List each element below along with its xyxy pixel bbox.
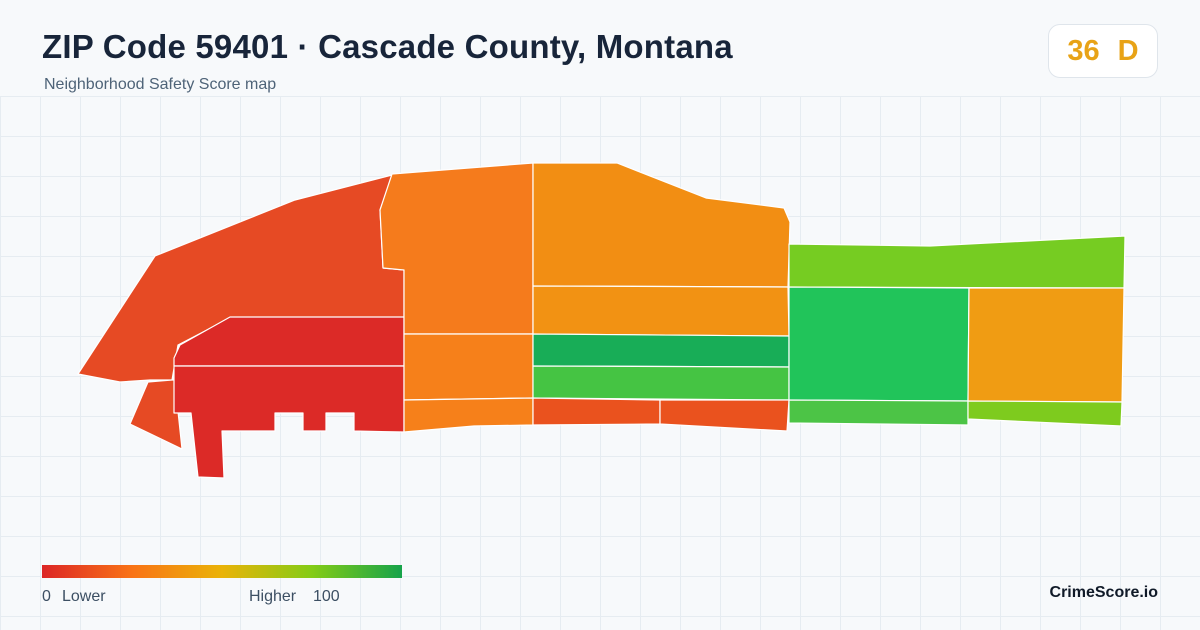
map-region-south-orange-red-b[interactable] [659, 399, 790, 432]
map-region-east-bottom[interactable] [967, 400, 1123, 427]
page-title: ZIP Code 59401 · Cascade County, Montana [42, 28, 733, 65]
legend-min-value: 0 [42, 588, 51, 605]
map-region-central-band[interactable] [403, 333, 534, 401]
header: ZIP Code 59401 · Cascade County, Montana… [0, 0, 1200, 96]
map-region-east-orange[interactable] [967, 287, 1125, 403]
map-region-mid-orange-row[interactable] [532, 285, 790, 337]
legend-min-label: Lower [62, 588, 106, 605]
safety-score-value: 36 [1067, 34, 1100, 67]
map-region-dark-green-strip[interactable] [532, 333, 790, 368]
map-region-green-strip[interactable] [532, 365, 790, 401]
safety-grade: D [1117, 34, 1139, 67]
map-region-west-lower[interactable] [173, 365, 405, 479]
map-region-south-green[interactable] [788, 399, 969, 426]
legend-gradient-bar [42, 565, 402, 578]
legend-max-value: 100 [313, 588, 340, 605]
map-region-east-center[interactable] [788, 286, 970, 402]
safety-score-badge: 36 D [1048, 24, 1158, 78]
map-region-south-orange-red-a[interactable] [532, 397, 661, 426]
map-region-north-central-east[interactable] [532, 162, 791, 288]
map-region-east-top[interactable] [788, 235, 1126, 289]
legend-max-label: Higher [249, 588, 297, 605]
brand-logo-text[interactable]: CrimeScore.io [1049, 584, 1158, 601]
page-subtitle: Neighborhood Safety Score map [44, 76, 277, 93]
map-region-south-west-band[interactable] [403, 397, 534, 433]
